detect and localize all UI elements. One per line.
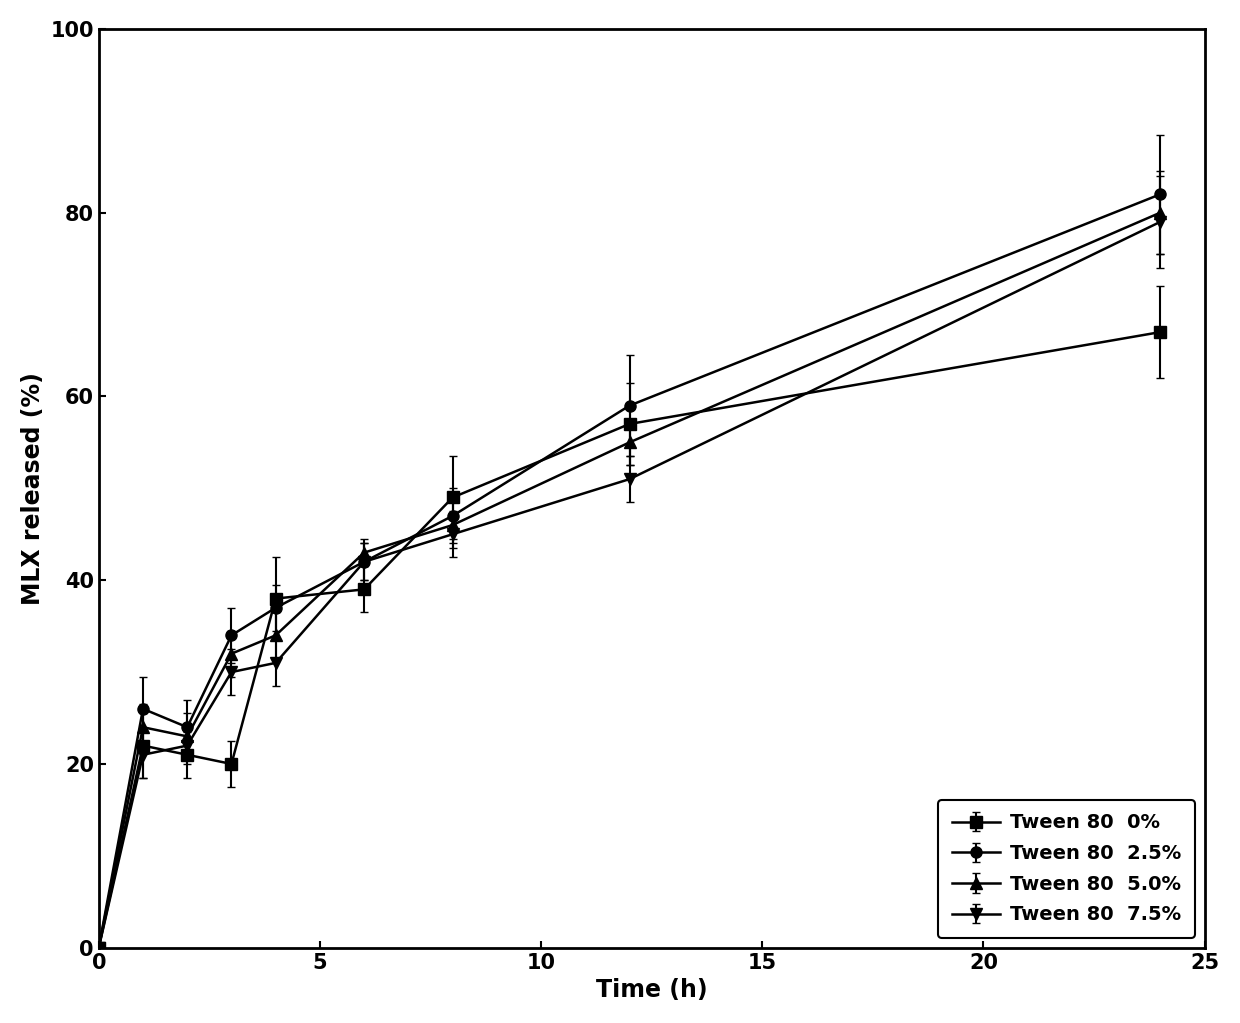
X-axis label: Time (h): Time (h) [596, 978, 708, 1003]
Legend: Tween 80  0%, Tween 80  2.5%, Tween 80  5.0%, Tween 80  7.5%: Tween 80 0%, Tween 80 2.5%, Tween 80 5.0… [939, 800, 1195, 938]
Y-axis label: MLX released (%): MLX released (%) [21, 371, 45, 605]
